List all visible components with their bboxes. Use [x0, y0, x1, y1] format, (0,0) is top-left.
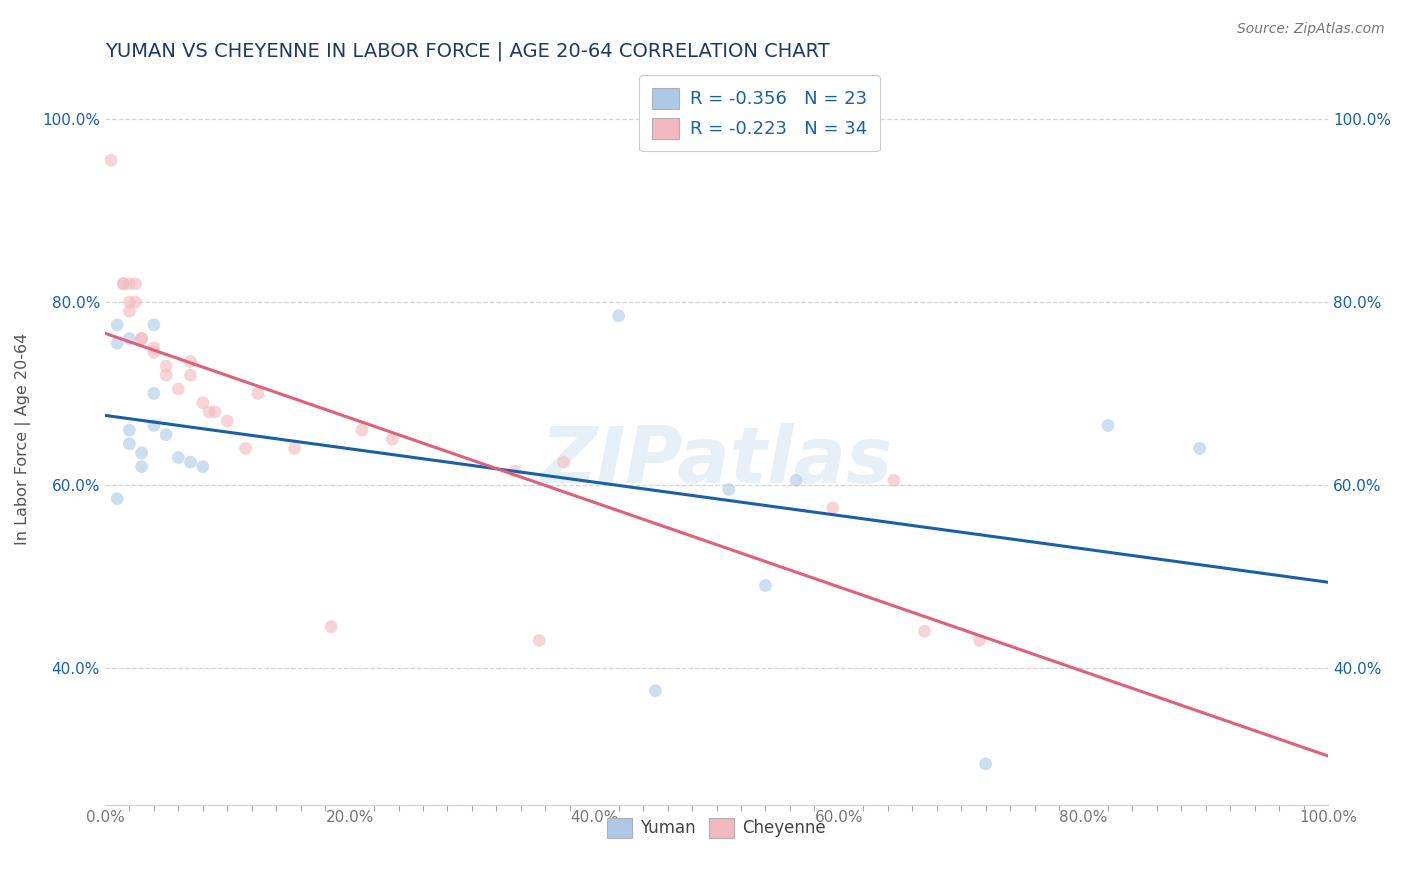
Point	[167, 450, 190, 465]
Point	[105, 491, 128, 506]
Point	[717, 483, 740, 497]
Point	[105, 336, 128, 351]
Point	[1097, 418, 1119, 433]
Point	[180, 455, 202, 469]
Point	[204, 405, 226, 419]
Point	[142, 341, 165, 355]
Point	[124, 295, 146, 310]
Point	[167, 382, 190, 396]
Point	[131, 446, 153, 460]
Point	[1188, 442, 1211, 456]
Point	[553, 455, 575, 469]
Point	[118, 423, 141, 437]
Point	[644, 683, 666, 698]
Point	[235, 442, 257, 456]
Point	[180, 368, 202, 383]
Text: Source: ZipAtlas.com: Source: ZipAtlas.com	[1237, 22, 1385, 37]
Point	[754, 578, 776, 592]
Point	[100, 153, 122, 168]
Point	[198, 405, 221, 419]
Point	[112, 277, 135, 291]
Point	[155, 359, 177, 373]
Point	[124, 277, 146, 291]
Point	[142, 318, 165, 332]
Y-axis label: In Labor Force | Age 20-64: In Labor Force | Age 20-64	[15, 333, 31, 545]
Point	[191, 395, 214, 409]
Point	[527, 633, 550, 648]
Point	[131, 332, 153, 346]
Point	[974, 756, 997, 771]
Point	[180, 354, 202, 368]
Point	[821, 500, 844, 515]
Legend: Yuman, Cheyenne: Yuman, Cheyenne	[600, 812, 832, 844]
Text: YUMAN VS CHEYENNE IN LABOR FORCE | AGE 20-64 CORRELATION CHART: YUMAN VS CHEYENNE IN LABOR FORCE | AGE 2…	[105, 42, 830, 62]
Point	[112, 277, 135, 291]
Point	[321, 620, 343, 634]
Point	[284, 442, 307, 456]
Point	[969, 633, 991, 648]
Point	[785, 474, 807, 488]
Point	[118, 437, 141, 451]
Point	[607, 309, 630, 323]
Point	[105, 318, 128, 332]
Point	[155, 368, 177, 383]
Point	[246, 386, 269, 401]
Point	[350, 423, 373, 437]
Point	[381, 432, 404, 446]
Point	[118, 277, 141, 291]
Text: ZIPatlas: ZIPatlas	[540, 423, 893, 500]
Point	[191, 459, 214, 474]
Point	[118, 332, 141, 346]
Point	[914, 624, 936, 639]
Point	[131, 459, 153, 474]
Point	[118, 304, 141, 318]
Point	[131, 332, 153, 346]
Point	[883, 474, 905, 488]
Point	[142, 345, 165, 359]
Point	[155, 427, 177, 442]
Point	[217, 414, 239, 428]
Point	[118, 295, 141, 310]
Point	[503, 464, 526, 478]
Point	[142, 418, 165, 433]
Point	[142, 386, 165, 401]
